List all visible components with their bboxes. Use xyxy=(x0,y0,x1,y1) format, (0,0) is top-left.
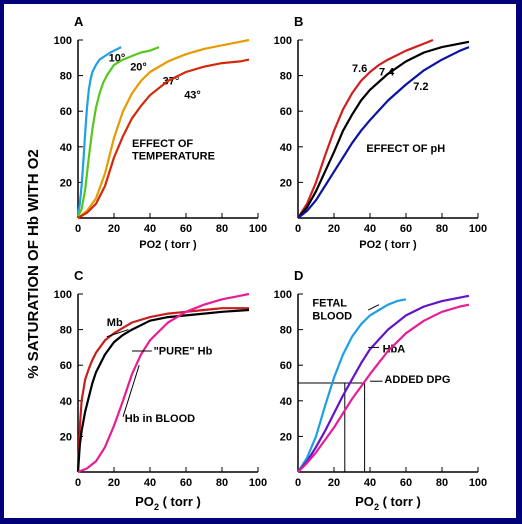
y-tick-label: 60 xyxy=(280,106,292,118)
y-tick-label: 100 xyxy=(54,35,72,47)
x-tick-label: 20 xyxy=(108,477,120,489)
series-line xyxy=(297,298,407,473)
panel-letter: A xyxy=(74,14,84,29)
x-tick-label: 40 xyxy=(144,223,156,235)
panel-c: C 0 20 40 60 80 100 20 40 60 80 100 PO2 ( torr ) Mb "P… xyxy=(54,268,268,512)
series-label-line2: BLOOD xyxy=(312,310,352,322)
x-tick-label: 60 xyxy=(400,477,412,489)
y-tick-label: 40 xyxy=(280,396,292,408)
x-tick-label: 100 xyxy=(469,223,487,235)
y-tick-label: 20 xyxy=(280,177,292,189)
series-label: 7.4 xyxy=(379,67,395,79)
annotation-text: TEMPERATURE xyxy=(132,150,215,162)
y-tick-label: 80 xyxy=(280,71,292,83)
series-label: 7.6 xyxy=(352,63,367,75)
y-tick-label: 40 xyxy=(60,396,72,408)
x-axis-label: PO2 ( torr ) xyxy=(139,239,197,251)
x-tick-label: 40 xyxy=(364,223,376,235)
panel-letter: B xyxy=(294,14,303,29)
y-tick-label: 100 xyxy=(54,289,72,301)
series-label: ADDED DPG xyxy=(384,374,450,386)
y-tick-label: 80 xyxy=(60,325,72,337)
series-line xyxy=(297,294,470,473)
x-tick-label: 100 xyxy=(249,223,267,235)
x-tick-label: 60 xyxy=(180,477,192,489)
x-tick-label: 80 xyxy=(436,477,448,489)
series-label: 7.2 xyxy=(413,81,428,93)
x-tick-label: 80 xyxy=(216,477,228,489)
series-line xyxy=(76,307,249,473)
x-tick-label: 0 xyxy=(295,477,301,489)
series-line xyxy=(77,292,250,474)
y-tick-label: 60 xyxy=(280,360,292,372)
x-tick-label: 40 xyxy=(144,477,156,489)
panel-d: D 0 20 40 60 80 100 20 40 60 80 100 PO2 ( torr ) FETA… xyxy=(274,268,488,512)
series-line xyxy=(297,38,434,219)
y-axis-label: % SATURATION OF Hb WITH O2 xyxy=(25,149,42,378)
x-tick-label: 0 xyxy=(75,223,81,235)
series-line xyxy=(76,46,122,215)
x-tick-label: 60 xyxy=(180,223,192,235)
y-tick-label: 80 xyxy=(280,325,292,337)
x-axis-label: PO2 ( torr ) xyxy=(359,239,417,251)
series-label: Hb in BLOOD xyxy=(125,413,195,425)
callout-leader-line xyxy=(122,365,140,417)
panel-letter: D xyxy=(294,268,303,283)
series-line xyxy=(76,308,250,473)
series-line xyxy=(77,58,250,219)
annotation-text: EFFECT OF xyxy=(132,138,193,150)
figure-area: % SATURATION OF Hb WITH O2 A 0 20 40 60 80 100… xyxy=(4,4,516,518)
callout-leader-line xyxy=(367,304,380,311)
y-tick-label: 60 xyxy=(60,360,72,372)
callout-leader-line xyxy=(106,329,129,338)
x-tick-label: 20 xyxy=(328,223,340,235)
x-tick-label: 100 xyxy=(249,477,267,489)
y-tick-label: 60 xyxy=(60,106,72,118)
x-axis-label: PO2 ( torr ) xyxy=(135,494,201,512)
y-tick-label: 20 xyxy=(60,431,72,443)
x-tick-label: 0 xyxy=(75,477,81,489)
y-tick-label: 100 xyxy=(274,35,292,47)
x-tick-label: 20 xyxy=(328,477,340,489)
series-line xyxy=(297,46,470,219)
x-tick-label: 100 xyxy=(469,477,487,489)
x-tick-label: 80 xyxy=(436,223,448,235)
y-tick-label: 100 xyxy=(274,289,292,301)
series-label: 20° xyxy=(130,61,147,73)
x-tick-label: 20 xyxy=(108,223,120,235)
x-tick-label: 0 xyxy=(295,223,301,235)
series-label: Mb xyxy=(107,317,123,329)
series-line xyxy=(77,38,250,219)
x-tick-label: 40 xyxy=(364,477,376,489)
y-tick-label: 20 xyxy=(280,431,292,443)
series-line xyxy=(297,303,470,473)
panel-letter: C xyxy=(74,268,84,283)
x-tick-label: 80 xyxy=(216,223,228,235)
x-axis-label: PO2 ( torr ) xyxy=(355,494,421,512)
series-line xyxy=(297,40,470,219)
y-tick-label: 40 xyxy=(60,142,72,154)
series-label: FETAL xyxy=(312,297,347,309)
series-label: "PURE" Hb xyxy=(154,346,213,358)
series-label: 43° xyxy=(184,90,201,102)
panel-b: B 0 20 40 60 80 100 20 40 60 80 100 PO2 ( torr ) 7.6 7… xyxy=(274,14,488,251)
series-label: HbA xyxy=(383,344,406,356)
oxygen-saturation-chart: % SATURATION OF Hb WITH O2 A 0 20 40 60 80 100… xyxy=(25,14,488,512)
y-tick-label: 80 xyxy=(60,71,72,83)
y-tick-label: 40 xyxy=(280,142,292,154)
y-tick-label: 20 xyxy=(60,177,72,189)
x-tick-label: 60 xyxy=(400,223,412,235)
series-line xyxy=(77,46,160,217)
annotation-text: EFFECT OF pH xyxy=(366,143,445,155)
